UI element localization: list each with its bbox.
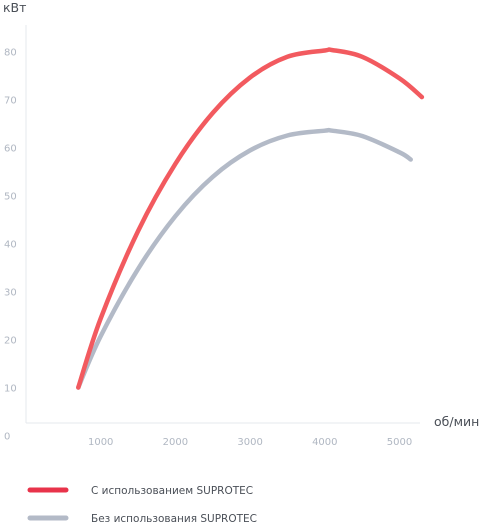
x-tick-label-3000: 3000	[237, 437, 262, 448]
y-tick-label-30: 30	[4, 288, 17, 299]
y-tick-label-50: 50	[4, 192, 17, 203]
y-axis-label: кВт	[3, 0, 26, 15]
series-lines	[76, 47, 425, 390]
y-tick-label-60: 60	[4, 144, 17, 155]
y-tick-label-0: 0	[4, 432, 10, 443]
x-tick-label-2000: 2000	[163, 437, 188, 448]
x-tick-label-1000: 1000	[88, 437, 113, 448]
x-tick-label-4000: 4000	[312, 437, 337, 448]
x-axis-label: об/мин	[434, 414, 479, 429]
y-tick-label-10: 10	[4, 384, 17, 395]
x-tick-labels: 1000 2000 3000 4000 5000	[88, 437, 412, 448]
series-line-with-suprotec	[76, 47, 425, 390]
y-tick-label-70: 70	[4, 96, 17, 107]
series-line-without-suprotec	[76, 127, 413, 390]
legend-label-without-suprotec: Без использования SUPROTEC	[91, 513, 257, 525]
y-tick-label-80: 80	[4, 48, 17, 59]
legend-item-without-suprotec: Без использования SUPROTEC	[27, 513, 257, 525]
legend-item-with-suprotec: С использованием SUPROTEC	[27, 485, 253, 497]
y-tick-label-40: 40	[4, 240, 17, 251]
x-tick-label-5000: 5000	[387, 437, 412, 448]
legend: С использованием SUPROTEC Без использова…	[27, 485, 257, 525]
y-tick-label-20: 20	[4, 336, 17, 347]
y-tick-labels: 0 10 20 30 40 50 60 70 80	[4, 48, 17, 443]
legend-label-with-suprotec: С использованием SUPROTEC	[91, 485, 253, 497]
